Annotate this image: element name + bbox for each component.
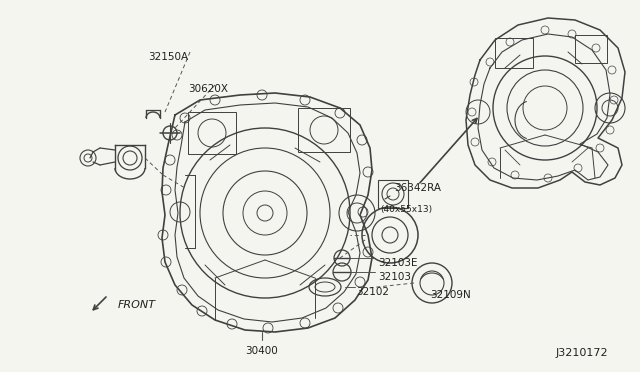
- Text: 32102: 32102: [356, 287, 389, 297]
- Text: 32109N: 32109N: [430, 290, 471, 300]
- Text: 36342RA: 36342RA: [394, 183, 441, 193]
- Text: 32103: 32103: [378, 272, 411, 282]
- Bar: [378, 180, 408, 208]
- Text: (40x55x13): (40x55x13): [380, 205, 432, 214]
- Text: J3210172: J3210172: [556, 348, 608, 358]
- Text: 30400: 30400: [246, 346, 278, 356]
- Text: 32103E: 32103E: [378, 258, 417, 268]
- Text: 30620X: 30620X: [188, 84, 228, 94]
- Text: FRONT: FRONT: [118, 300, 156, 310]
- Text: 32150A: 32150A: [148, 52, 188, 62]
